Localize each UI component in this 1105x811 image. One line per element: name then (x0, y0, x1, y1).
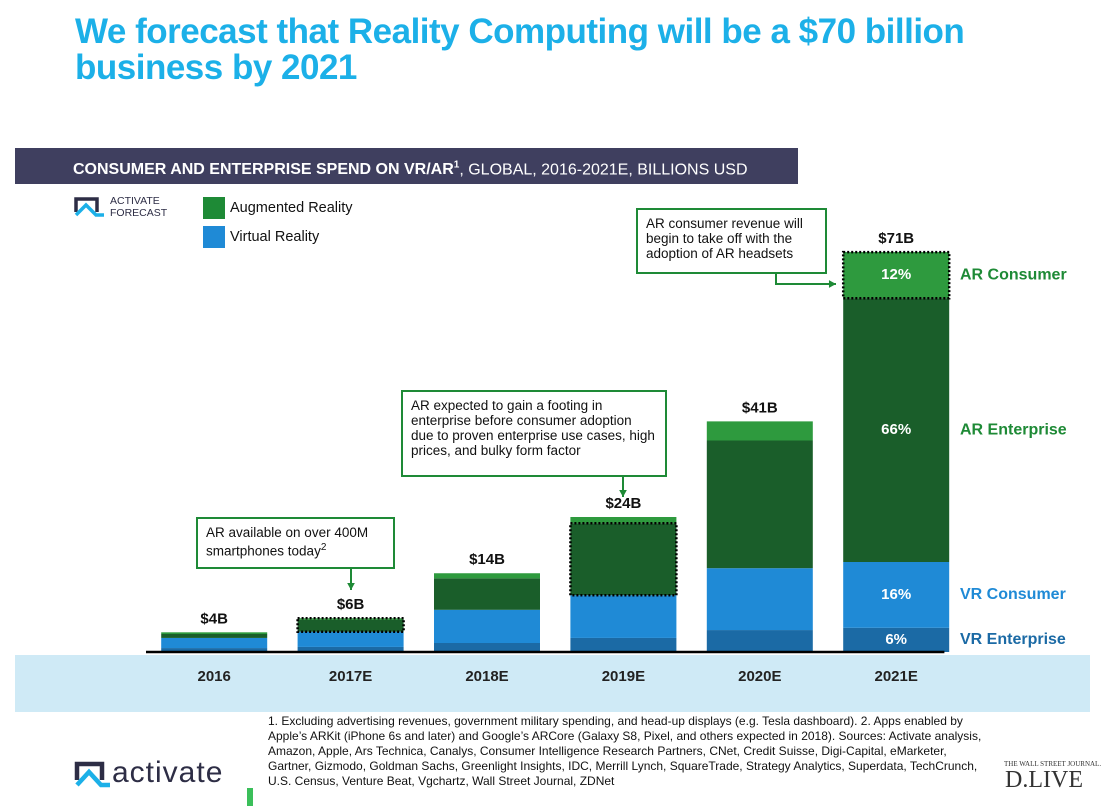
bar-segment (706, 421, 813, 441)
x-tick-label: 2021E (875, 668, 918, 685)
bar-segment (706, 568, 813, 631)
bar-segment (434, 643, 540, 652)
bar-segment (843, 627, 950, 652)
series-label: AR Enterprise (960, 421, 1067, 438)
total-label: $14B (469, 551, 505, 568)
brand: activate (112, 756, 224, 789)
bar-segment (297, 619, 404, 632)
header-bold: CONSUMER AND ENTERPRISE SPEND ON VR/AR1 (73, 160, 460, 179)
badge: ACTIVATE FORECAST (110, 195, 168, 219)
accent-bar (247, 788, 253, 806)
annotation-arrow-head (347, 582, 355, 590)
share-label: 16% (881, 586, 911, 603)
chart-header: CONSUMER AND ENTERPRISE SPEND ON VR/AR1,… (15, 148, 798, 184)
highlight (296, 617, 405, 633)
bar-segment (843, 562, 950, 628)
x-tick-label: 2016 (198, 668, 231, 685)
bar-segment (706, 630, 813, 652)
bar-segment (843, 252, 950, 299)
partner-small: THE WALL STREET JOURNAL. (1004, 760, 1102, 768)
total-label: $4B (200, 610, 228, 627)
header-bold-text: CONSUMER AND ENTERPRISE SPEND ON VR/AR (73, 161, 454, 179)
x-tick-label: 2019E (602, 668, 645, 685)
annotation-arrow (775, 274, 836, 285)
annotation: AR consumer revenue will begin to take o… (636, 208, 827, 274)
highlight (569, 521, 678, 597)
x-tick-label: 2017E (329, 668, 372, 685)
total-label: $71B (878, 230, 914, 247)
title: We forecast that Reality Computing will … (75, 12, 965, 87)
legend-swatch (203, 226, 225, 248)
legend-label: Augmented Reality (230, 200, 353, 216)
annotation-text: AR available on over 400M smartphones to… (206, 525, 369, 559)
highlight (841, 250, 951, 300)
header-sup: 1 (453, 160, 460, 171)
partner-big: D.LIVE (1005, 767, 1083, 793)
category-strip (15, 655, 1090, 712)
bar-segment (434, 573, 540, 579)
badge-icon (74, 197, 104, 217)
bar-segment (161, 632, 268, 634)
series-label: VR Consumer (960, 586, 1066, 603)
bar-segment (297, 646, 404, 652)
bar-segment (570, 637, 677, 652)
series-label: VR Enterprise (960, 631, 1066, 648)
bar-segment (570, 523, 677, 596)
bar-segment (570, 517, 677, 524)
series-label: AR Consumer (960, 266, 1067, 283)
bar-segment (570, 595, 677, 638)
x-tick-label: 2018E (465, 668, 508, 685)
bar-segment (706, 440, 813, 569)
bar-segment (161, 648, 268, 652)
total-label: $41B (742, 399, 778, 416)
share-label: 6% (885, 631, 907, 648)
bar-segment (161, 634, 268, 638)
brand-icon (74, 761, 110, 788)
total-label: $6B (337, 596, 365, 613)
bar-segment (161, 637, 268, 649)
bar-segment (297, 631, 404, 647)
annotation-sup: 2 (320, 542, 327, 553)
footnote: 1. Excluding advertising revenues, gover… (268, 714, 982, 788)
share-label: 12% (881, 266, 911, 283)
annotation: AR expected to gain a footing in enterpr… (401, 390, 667, 477)
bar-segment (434, 578, 540, 610)
legend-label: Virtual Reality (230, 229, 320, 245)
legend-swatch (203, 197, 225, 219)
total-label: $24B (605, 495, 641, 512)
header-rest: , GLOBAL, 2016-2021E, BILLIONS USD (459, 161, 748, 179)
annotation-arrow-head (619, 489, 627, 497)
bar-segment (843, 298, 950, 562)
share-label: 66% (881, 421, 911, 438)
annotation-arrow-head (828, 280, 836, 288)
bar-segment (434, 609, 540, 643)
annotation: AR available on over 400M smartphones to… (196, 517, 395, 569)
x-tick-label: 2020E (738, 668, 781, 685)
